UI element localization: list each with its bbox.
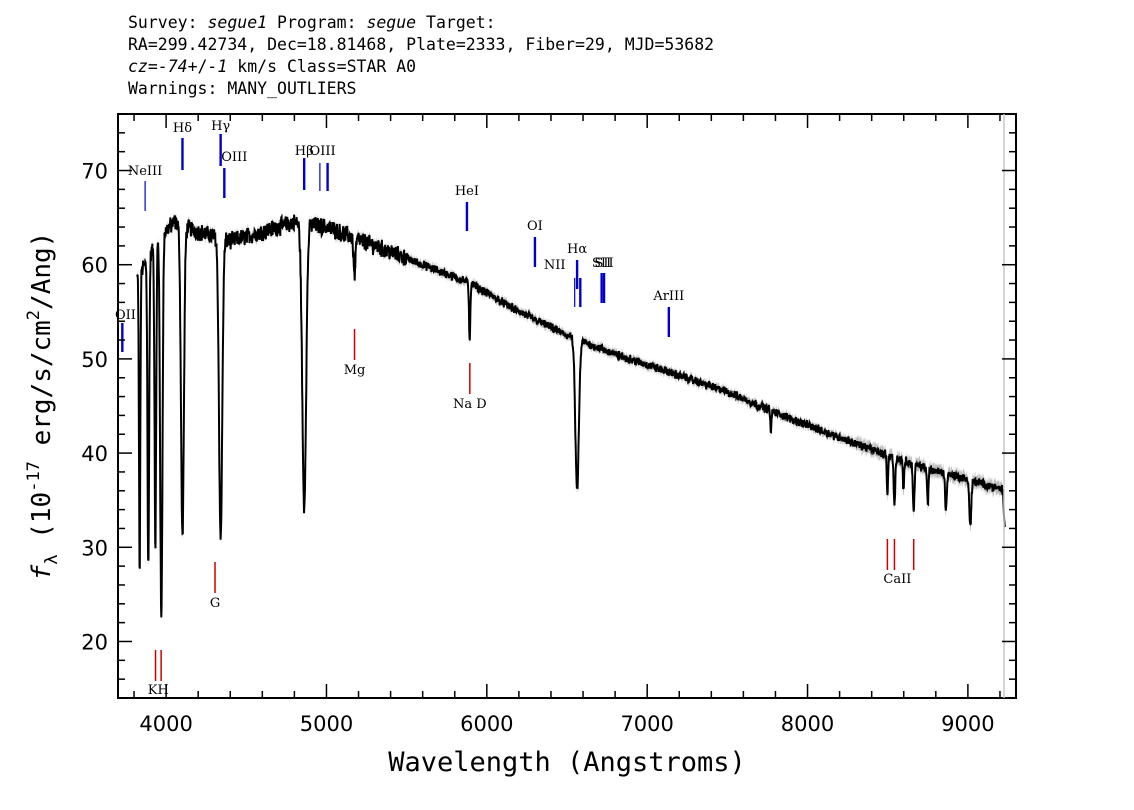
x-tick-label: 4000 <box>139 712 192 736</box>
target-label: Target: <box>416 13 496 32</box>
absorption-label-CaII: CaII <box>883 572 911 587</box>
flux-spectrum <box>136 213 1006 618</box>
spectrum-header: Survey: segue1 Program: segue Target: RA… <box>128 12 1028 100</box>
y-label-sub: λ <box>42 554 62 564</box>
plot-border <box>117 113 1017 699</box>
x-tick-label: 8000 <box>781 712 834 736</box>
emission-label-ArIII: ArIII <box>652 289 684 304</box>
emission-label-SII: SII <box>594 256 613 271</box>
absorption-label-G: G <box>210 596 220 611</box>
warnings-line: Warnings: MANY_OUTLIERS <box>128 79 357 98</box>
y-tick-label: 30 <box>81 536 108 560</box>
axis-ticks: 4000 5000 6000 7000 8000 9000 20 30 40 50 60 70 <box>81 113 1016 736</box>
emission-label-SII: SII <box>592 256 611 271</box>
cz-equals: = <box>147 57 158 76</box>
cz-label: cz <box>128 57 148 76</box>
cz-plusminus: +/ <box>187 57 208 76</box>
emission-label-OIII: OIII <box>310 144 336 159</box>
y-label-pre: (10 <box>27 492 57 555</box>
absorption-label-Na-D: Na D <box>453 397 487 412</box>
x-tick-label: 7000 <box>620 712 673 736</box>
absorption-label-Mg: Mg <box>344 363 366 378</box>
emission-label-Hδ: Hδ <box>173 121 192 136</box>
y-tick-label: 60 <box>81 254 108 278</box>
x-tick-label: 5000 <box>300 712 353 736</box>
error-band <box>137 210 1005 622</box>
cz-value: -74 <box>157 57 188 76</box>
y-label-exp: -17 <box>24 461 44 492</box>
coordinates-line: RA=299.42734, Dec=18.81468, Plate=2333, … <box>128 35 715 54</box>
emission-label-HeI: HeI <box>455 184 479 199</box>
y-label-f: f <box>27 564 57 580</box>
x-tick-label: 9000 <box>941 712 994 736</box>
x-tick-label: 6000 <box>460 712 513 736</box>
y-axis-label: fλ (10-17 erg/s/cm2/Ang) <box>24 232 62 581</box>
plot-frame <box>117 113 1017 699</box>
emission-label-NII: NII <box>544 258 566 273</box>
y-label-mid: erg/s/cm <box>27 320 57 461</box>
y-label-exp2: 2 <box>24 310 44 320</box>
redshift-line: cz=-74+/-1 km/s Class=STAR A0 <box>128 56 1028 78</box>
y-label-post: /Ang) <box>27 232 57 310</box>
x-axis-label: Wavelength (Angstroms) <box>388 747 746 778</box>
y-tick-label: 20 <box>81 630 108 654</box>
emission-label-Hβ: Hβ <box>295 144 314 159</box>
cz-error: -1 <box>207 57 228 76</box>
emission-label-Hγ: Hγ <box>211 119 230 134</box>
emission-label-OI: OI <box>527 219 543 234</box>
program-label: Program: <box>267 13 367 32</box>
error-band-area <box>137 210 1005 622</box>
survey-value: segue1 <box>207 13 268 32</box>
emission-label-Hα: Hα <box>567 242 587 257</box>
survey-label: Survey: <box>128 13 208 32</box>
y-tick-label: 40 <box>81 442 108 466</box>
program-value: segue <box>366 13 417 32</box>
emission-label-NeIII: NeIII <box>128 164 162 179</box>
class-text: km/s Class=STAR A0 <box>227 57 417 76</box>
flux-line <box>136 213 1006 618</box>
y-tick-label: 70 <box>81 160 108 184</box>
emission-label-OIII: OIII <box>221 150 247 165</box>
survey-line: Survey: segue1 Program: segue Target: <box>128 12 1028 34</box>
y-tick-label: 50 <box>81 348 108 372</box>
absorption-label-K: KH <box>148 683 169 698</box>
emission-label-OII: OII <box>115 308 136 323</box>
